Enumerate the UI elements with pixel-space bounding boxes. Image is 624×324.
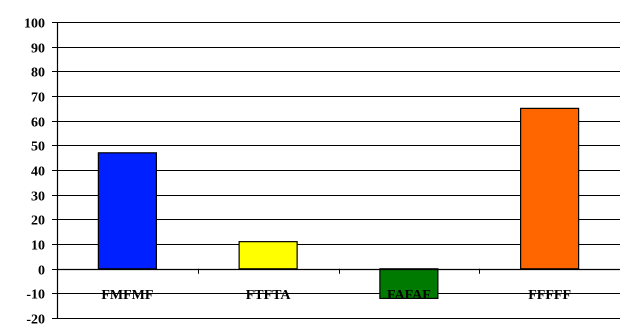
y-tick-label-11: 90 [31, 42, 45, 57]
bar-ftfta [238, 241, 298, 270]
y-tick-label-8: 60 [31, 116, 45, 131]
x-tick-label-fmfmf: FMFMF [101, 288, 153, 303]
y-tick-label-0: -20 [26, 313, 45, 324]
y-tick-label-9: 70 [31, 91, 45, 106]
x-tick-label-fffff: FFFFF [528, 288, 571, 303]
y-tick-label-2: 0 [38, 264, 45, 279]
bar-fafaf [379, 268, 439, 300]
x-tick-labels: FMFMF FTFTA FAFAF FFFFF [101, 288, 571, 303]
y-tick-label-10: 80 [31, 66, 45, 81]
bar-fffff [520, 107, 580, 270]
y-tick-label-5: 30 [31, 190, 45, 205]
y-tick-label-12: 100 [24, 17, 45, 32]
y-tick-labels: -20 -10 0 10 20 30 40 50 60 70 80 90 100 [24, 17, 45, 324]
x-tick-label-ftfta: FTFTA [246, 288, 292, 303]
bar-fmfmf [97, 152, 157, 270]
y-tick-label-6: 40 [31, 165, 45, 180]
y-tick-label-4: 20 [31, 214, 45, 229]
axes [52, 22, 620, 319]
y-tick-label-7: 50 [31, 140, 45, 155]
y-tick-label-3: 10 [31, 239, 45, 254]
bars [97, 107, 580, 300]
x-tick-label-fafaf: FAFAF [387, 288, 431, 303]
y-tick-label-1: -10 [26, 288, 45, 303]
